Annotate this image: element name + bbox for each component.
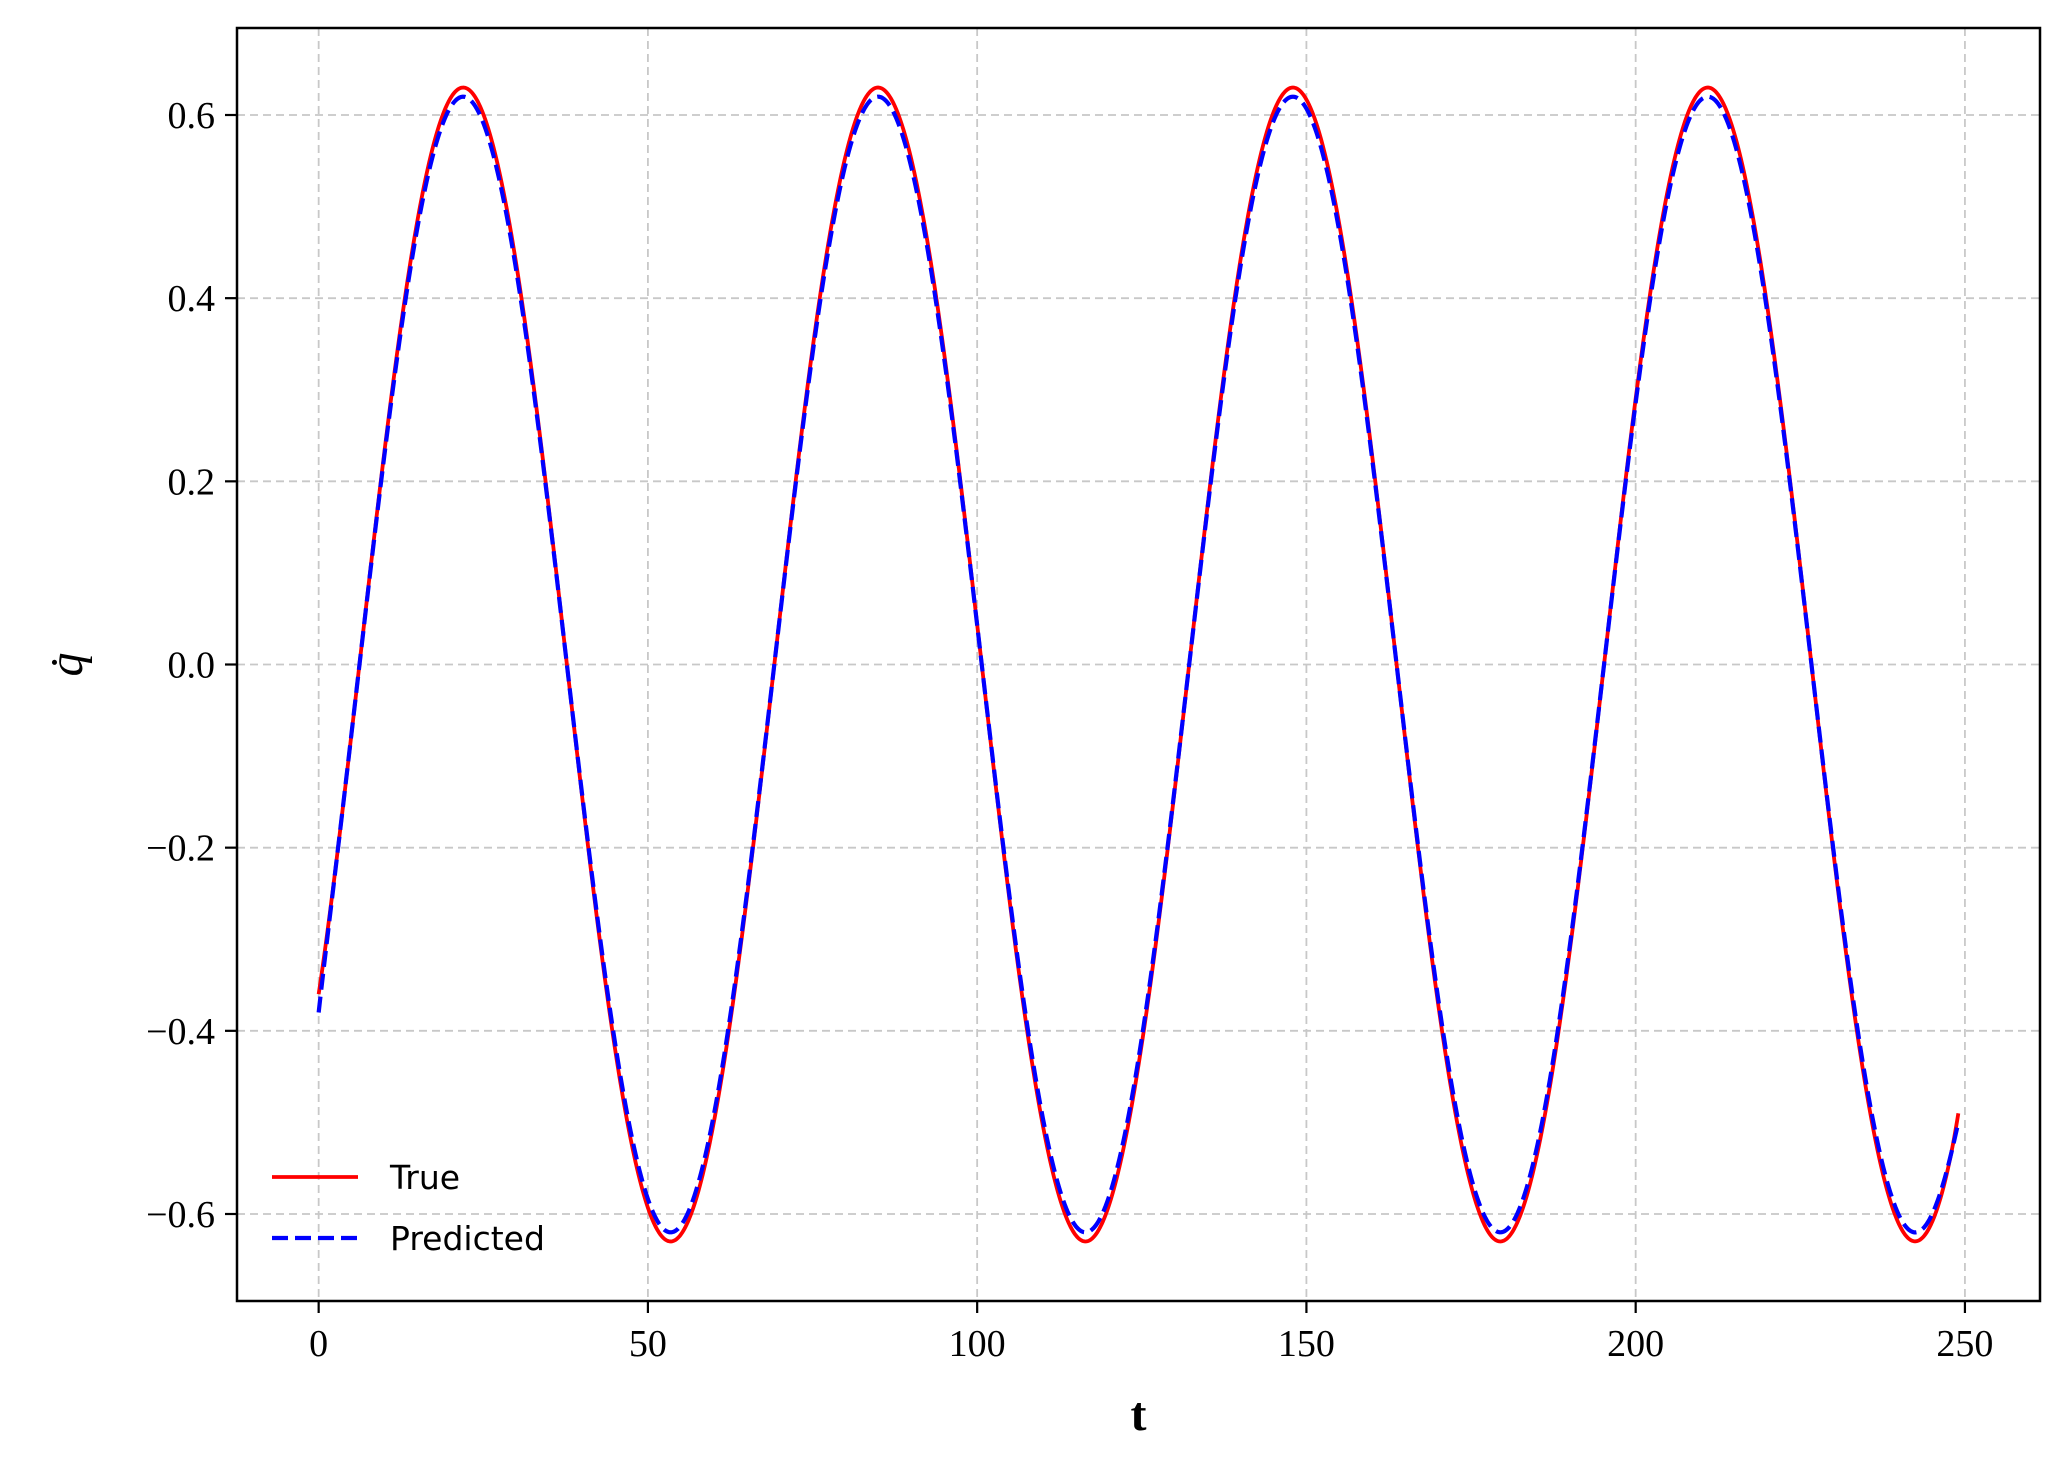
y-axis-label: q̇: [40, 653, 93, 677]
y-axis-ticks: −0.6 −0.4 −0.2 0.0 0.2 0.4 0.6: [146, 95, 237, 1236]
y-tick-label: 0.0: [168, 645, 216, 687]
x-tick-label: 50: [629, 1323, 667, 1365]
legend-label-true: True: [389, 1158, 460, 1197]
x-axis-ticks: 0 50 100 150 200 250: [309, 1301, 1993, 1365]
y-tick-label: −0.4: [146, 1011, 215, 1053]
x-tick-label: 250: [1936, 1323, 1993, 1365]
x-tick-label: 200: [1607, 1323, 1664, 1365]
series-line-predicted: [316, 94, 1961, 1235]
legend-label-predicted: Predicted: [390, 1219, 545, 1258]
y-tick-label: 0.2: [168, 461, 216, 503]
y-tick-label: 0.6: [168, 95, 216, 137]
grid: [237, 28, 2040, 1301]
plot-area: [235, 26, 2042, 1303]
x-tick-label: 100: [949, 1323, 1006, 1365]
x-tick-label: 150: [1278, 1323, 1335, 1365]
legend: True Predicted: [272, 1158, 545, 1258]
y-tick-label: −0.6: [146, 1194, 215, 1236]
y-tick-label: −0.2: [146, 828, 215, 870]
y-tick-label: 0.4: [168, 278, 216, 320]
x-tick-label: 0: [309, 1323, 328, 1365]
series-layer: [316, 85, 1961, 1244]
x-axis-label: t: [1131, 1388, 1147, 1441]
